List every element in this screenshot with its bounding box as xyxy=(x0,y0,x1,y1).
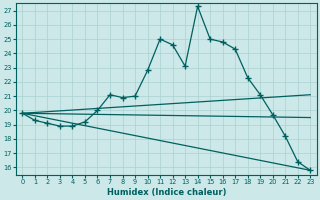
X-axis label: Humidex (Indice chaleur): Humidex (Indice chaleur) xyxy=(107,188,226,197)
